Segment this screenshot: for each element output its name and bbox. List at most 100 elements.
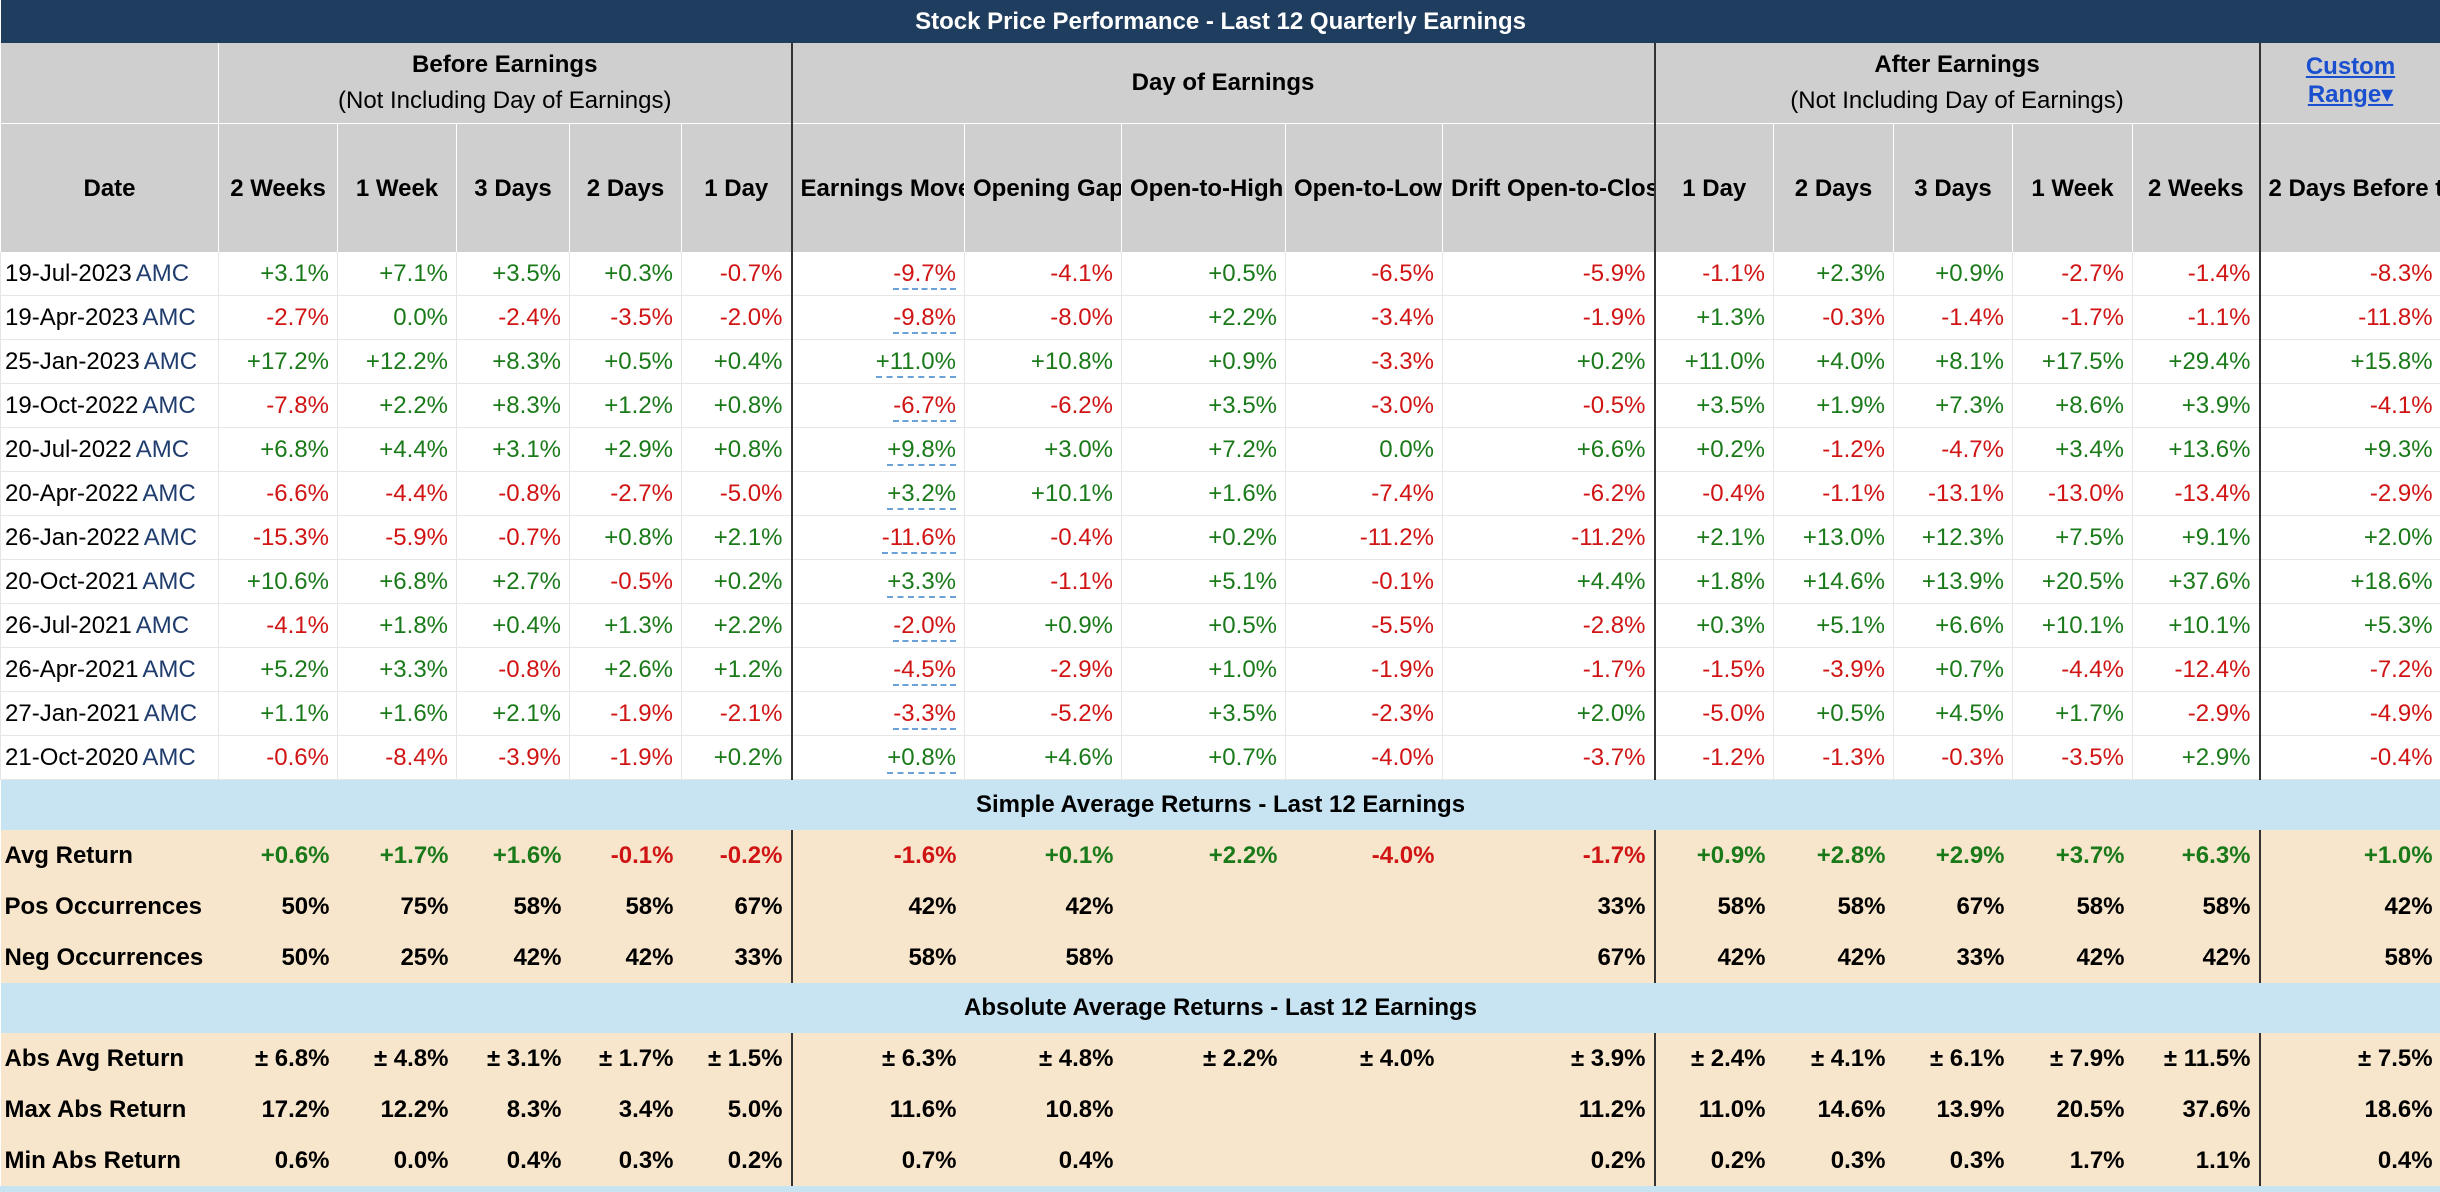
value-cell: +2.1% xyxy=(1655,516,1774,560)
value-text: +7.2% xyxy=(1208,436,1277,463)
value-text: -3.4% xyxy=(1371,304,1434,331)
earnings-date: 26-Apr-2021 xyxy=(5,656,138,683)
earnings-move-value[interactable]: -11.6% xyxy=(882,524,956,554)
stat-value: 1.7% xyxy=(2013,1135,2133,1186)
value-cell: -6.6% xyxy=(219,472,338,516)
value-text: +3.9% xyxy=(2182,392,2251,419)
value-text: +1.7% xyxy=(2055,700,2124,727)
ticker-link[interactable]: AMC xyxy=(136,260,189,287)
value-cell: -1.4% xyxy=(1894,296,2013,340)
ticker-link[interactable]: AMC xyxy=(142,392,195,419)
value-text: +13.6% xyxy=(2168,436,2250,463)
value-cell: -0.4% xyxy=(965,516,1122,560)
ticker-link[interactable]: AMC xyxy=(144,700,197,727)
value-text: -2.9% xyxy=(1050,656,1113,683)
value-cell: -4.1% xyxy=(965,252,1122,296)
col-before-2-weeks: 2 Weeks xyxy=(219,124,338,253)
value-text: -1.5% xyxy=(1702,656,1765,683)
stat-value: +0.6% xyxy=(219,830,338,881)
value-cell: -7.4% xyxy=(1286,472,1443,516)
value-text: -6.2% xyxy=(1583,480,1646,507)
ticker-link[interactable]: AMC xyxy=(142,744,195,771)
earnings-move-value[interactable]: -9.7% xyxy=(893,260,956,290)
value-text: +2.9% xyxy=(604,436,673,463)
col-after-2-days: 2 Days xyxy=(1774,124,1894,253)
value-cell: -5.0% xyxy=(1655,692,1774,736)
value-text: +14.6% xyxy=(1803,568,1885,595)
stat-value: +2.9% xyxy=(1894,830,2013,881)
value-text: +6.8% xyxy=(379,568,448,595)
custom-range-link[interactable]: Custom Range▾ xyxy=(2306,53,2395,109)
stat-value: 75% xyxy=(338,881,457,932)
earnings-move-value[interactable]: +3.3% xyxy=(887,568,956,598)
ticker-link[interactable]: AMC xyxy=(144,348,197,375)
ticker-link[interactable]: AMC xyxy=(136,612,189,639)
value-text: -11.2% xyxy=(1571,524,1645,551)
earnings-date: 20-Oct-2021 xyxy=(5,568,138,595)
earnings-move-value[interactable]: +9.8% xyxy=(887,436,956,466)
value-cell: +4.6% xyxy=(965,736,1122,780)
ticker-link[interactable]: AMC xyxy=(142,480,195,507)
value-cell: +2.0% xyxy=(1443,692,1655,736)
stat-value: 67% xyxy=(1443,932,1655,983)
value-cell: -4.4% xyxy=(2013,648,2133,692)
stat-value: 58% xyxy=(792,932,965,983)
value-cell: +1.7% xyxy=(2013,692,2133,736)
stat-value: 42% xyxy=(792,881,965,932)
stat-label: Min Abs Return xyxy=(1,1135,219,1186)
value-cell: -12.4% xyxy=(2133,648,2260,692)
ticker-link[interactable]: AMC xyxy=(144,524,197,551)
stat-value: 58% xyxy=(965,932,1122,983)
value-text: -2.4% xyxy=(498,304,561,331)
ticker-link[interactable]: AMC xyxy=(136,436,189,463)
value-text: -3.9% xyxy=(1822,656,1885,683)
ticker-link[interactable]: AMC xyxy=(142,304,195,331)
earnings-move-value[interactable]: +0.8% xyxy=(887,744,956,774)
earnings-move-value[interactable]: -3.3% xyxy=(893,700,956,730)
earnings-date: 26-Jul-2021 xyxy=(5,612,132,639)
value-cell: +10.1% xyxy=(965,472,1122,516)
earnings-move-value[interactable]: +3.2% xyxy=(887,480,956,510)
value-cell: -3.5% xyxy=(570,296,682,340)
earnings-move-value[interactable]: -9.8% xyxy=(893,304,956,334)
stat-label: Abs Avg Return xyxy=(1,1033,219,1084)
value-cell: -6.2% xyxy=(1443,472,1655,516)
value-cell: +2.0% xyxy=(2260,516,2440,560)
earnings-date: 27-Jan-2021 xyxy=(5,700,140,727)
earnings-move-value[interactable]: -6.7% xyxy=(893,392,956,422)
stat-value: ± 3.9% xyxy=(1443,1033,1655,1084)
value-cell: -1.9% xyxy=(1286,648,1443,692)
value-cell: -3.7% xyxy=(1443,736,1655,780)
stat-value: 0.4% xyxy=(457,1135,570,1186)
value-cell: +0.8% xyxy=(682,384,792,428)
value-text: -11.8% xyxy=(2358,304,2432,331)
ticker-link[interactable]: AMC xyxy=(142,656,195,683)
earnings-move-value[interactable]: -2.0% xyxy=(893,612,956,642)
earnings-date: 19-Apr-2023 xyxy=(5,304,138,331)
value-text: -1.4% xyxy=(1941,304,2004,331)
stat-value xyxy=(1122,1084,1286,1135)
col-after-3-days: 3 Days xyxy=(1894,124,2013,253)
stat-value: 8.3% xyxy=(457,1084,570,1135)
stat-value: 11.2% xyxy=(1443,1084,1655,1135)
stat-value xyxy=(1122,932,1286,983)
value-text: +10.6% xyxy=(247,568,329,595)
value-text: +2.2% xyxy=(1208,304,1277,331)
value-cell: +3.5% xyxy=(1655,384,1774,428)
earnings-move-value[interactable]: -4.5% xyxy=(893,656,956,686)
value-cell: -4.5% xyxy=(792,648,965,692)
value-text: -3.5% xyxy=(610,304,673,331)
stat-value: 0.4% xyxy=(965,1135,1122,1186)
ticker-link[interactable]: AMC xyxy=(142,568,195,595)
earnings-date: 21-Oct-2020 xyxy=(5,744,138,771)
value-cell: -1.4% xyxy=(2133,252,2260,296)
earnings-move-value[interactable]: +11.0% xyxy=(876,348,956,378)
value-cell: -2.0% xyxy=(792,604,965,648)
value-text: +7.1% xyxy=(379,260,448,287)
value-cell: +37.6% xyxy=(2133,560,2260,604)
